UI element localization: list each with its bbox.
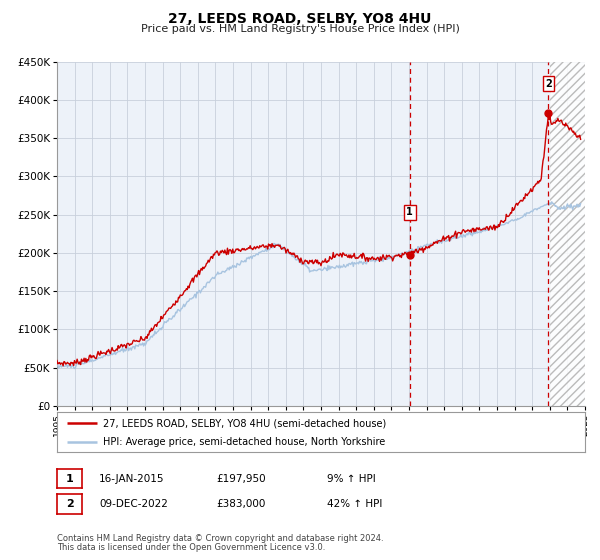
Text: 2: 2 (545, 79, 552, 89)
Text: This data is licensed under the Open Government Licence v3.0.: This data is licensed under the Open Gov… (57, 543, 325, 552)
Text: 1: 1 (406, 207, 413, 217)
Text: 16-JAN-2015: 16-JAN-2015 (99, 474, 164, 484)
Text: 42% ↑ HPI: 42% ↑ HPI (327, 499, 382, 509)
Text: HPI: Average price, semi-detached house, North Yorkshire: HPI: Average price, semi-detached house,… (103, 437, 386, 447)
Text: 09-DEC-2022: 09-DEC-2022 (99, 499, 168, 509)
Text: £197,950: £197,950 (216, 474, 266, 484)
Text: 9% ↑ HPI: 9% ↑ HPI (327, 474, 376, 484)
Text: 2: 2 (66, 499, 73, 509)
Text: Contains HM Land Registry data © Crown copyright and database right 2024.: Contains HM Land Registry data © Crown c… (57, 534, 383, 543)
Text: Price paid vs. HM Land Registry's House Price Index (HPI): Price paid vs. HM Land Registry's House … (140, 24, 460, 34)
Text: £383,000: £383,000 (216, 499, 265, 509)
Bar (550, 62, 594, 406)
Text: 27, LEEDS ROAD, SELBY, YO8 4HU (semi-detached house): 27, LEEDS ROAD, SELBY, YO8 4HU (semi-det… (103, 418, 387, 428)
Text: 27, LEEDS ROAD, SELBY, YO8 4HU: 27, LEEDS ROAD, SELBY, YO8 4HU (169, 12, 431, 26)
Bar (550, 62, 594, 406)
Text: 1: 1 (66, 474, 73, 484)
